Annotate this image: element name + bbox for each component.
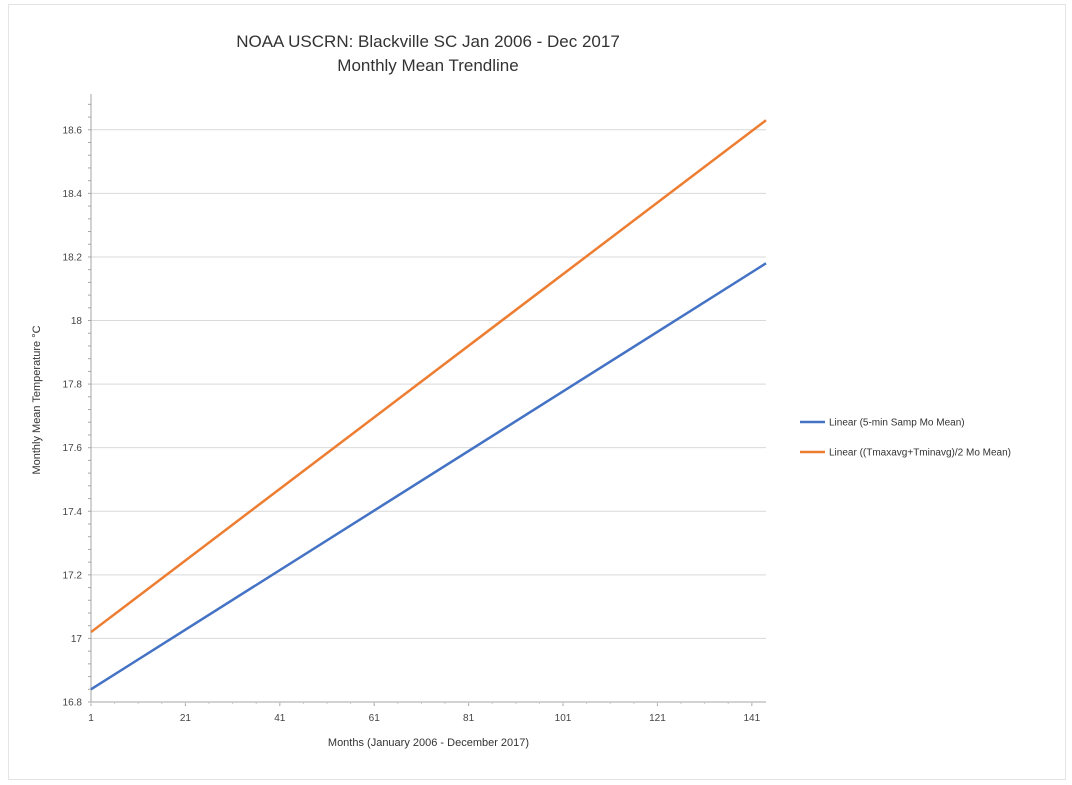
- y-axis-label: Monthly Mean Temperature °C: [31, 325, 43, 474]
- x-tick-labels: 1 21 41 61 81 101 121 141: [88, 713, 760, 724]
- y-tick-label: 17.4: [63, 507, 83, 518]
- x-tick-label: 21: [180, 713, 192, 724]
- grid-lines: [91, 129, 766, 639]
- chart-title: NOAA USCRN: Blackville SC Jan 2006 - Dec…: [236, 32, 620, 51]
- y-tick-label: 17.2: [63, 570, 83, 581]
- legend: Linear (5-min Samp Mo Mean) Linear ((Tmax…: [800, 418, 1011, 459]
- axes: [88, 94, 766, 706]
- y-tick-label: 18: [71, 316, 83, 327]
- y-tick-label: 18.2: [63, 252, 83, 263]
- x-tick-label: 61: [369, 713, 381, 724]
- x-tick-label: 1: [88, 713, 94, 724]
- x-tick-label: 41: [274, 713, 286, 724]
- chart-frame: [8, 4, 1066, 780]
- x-tick-label: 81: [463, 713, 475, 724]
- y-tick-label: 18.4: [63, 189, 83, 200]
- series-line-2: [90, 119, 767, 634]
- x-tick-label: 141: [743, 713, 760, 724]
- y-tick-label: 18.6: [63, 125, 83, 136]
- legend-label-1: Linear (5-min Samp Mo Mean): [829, 418, 965, 429]
- series-line-1: [90, 262, 767, 691]
- y-tick-label: 16.8: [63, 698, 83, 709]
- y-tick-label: 17: [71, 634, 83, 645]
- y-tick-labels: 16.8 17 17.2 17.4 17.6 17.8 18 18.2 18.4 18.6: [63, 125, 83, 708]
- x-axis-label: Months (January 2006 - December 2017): [328, 737, 529, 749]
- series-lines: [90, 119, 767, 691]
- legend-label-2: Linear ((Tmaxavg+Tminavg)/2 Mo Mean): [829, 448, 1011, 459]
- x-tick-label: 121: [649, 713, 666, 724]
- chart-subtitle: Monthly Mean Trendline: [337, 56, 519, 75]
- x-tick-label: 101: [555, 713, 572, 724]
- y-tick-label: 17.8: [63, 380, 83, 391]
- y-tick-label: 17.6: [63, 443, 83, 454]
